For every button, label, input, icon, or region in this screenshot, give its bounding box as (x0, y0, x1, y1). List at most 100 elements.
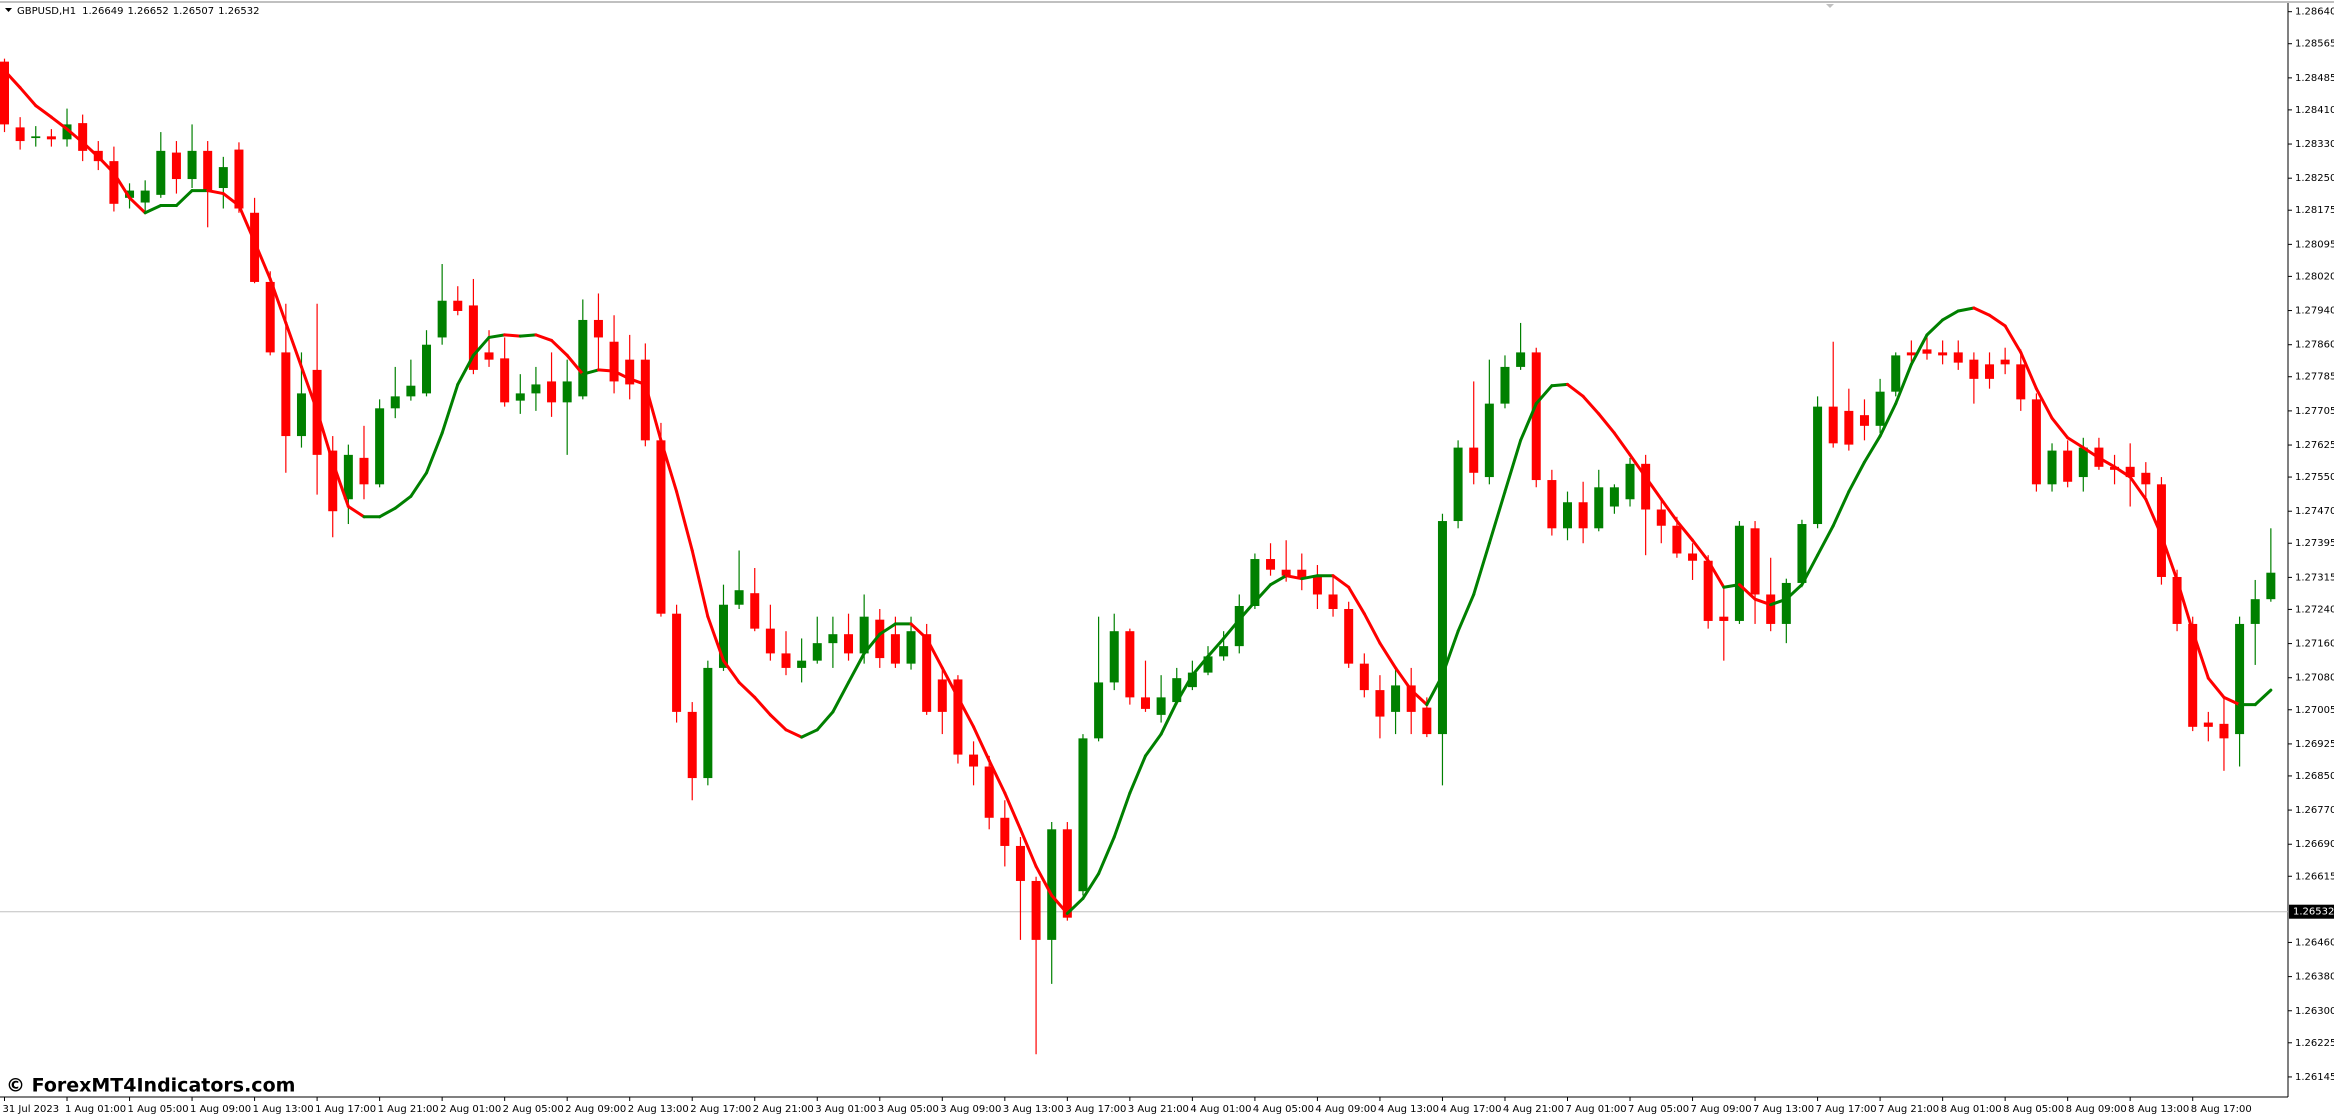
ma-segment (65, 127, 85, 144)
candle-body (296, 393, 306, 437)
candle-body (687, 711, 697, 779)
candle-body (1531, 352, 1541, 481)
x-tick-label: 2 Aug 21:00 (753, 1104, 814, 1115)
ma-segment (753, 695, 772, 717)
candle-body (406, 385, 416, 397)
candle-body (1547, 480, 1557, 529)
candle-body (2016, 364, 2026, 400)
candle-body (422, 344, 432, 394)
x-tick-label: 2 Aug 17:00 (690, 1104, 751, 1115)
candle-body (1750, 528, 1760, 595)
ma-segment (268, 277, 288, 325)
ma-segment (1128, 754, 1147, 795)
ma-segment (1503, 438, 1523, 494)
y-tick-label: 1.26380 (2295, 972, 2334, 983)
candle-body (828, 634, 838, 644)
ma-segment (1487, 490, 1507, 545)
ma-segment (925, 636, 944, 670)
candle-body (937, 679, 947, 712)
candle-body (1219, 646, 1229, 657)
candle-body (750, 593, 760, 629)
candle-body (156, 150, 166, 195)
ma-segment (456, 353, 475, 386)
x-tick-label: 1 Aug 09:00 (190, 1104, 251, 1115)
ma-segment (174, 189, 194, 208)
ma-segment (2175, 578, 2195, 633)
candle-body (1250, 559, 1260, 607)
y-tick-label: 1.28640 (2295, 7, 2334, 18)
candle-body (1906, 352, 1916, 356)
ma-segment (1769, 597, 1788, 607)
symbol-menu-arrow[interactable] (5, 8, 12, 12)
ma-segment (628, 377, 647, 386)
symbol-title: GBPUSD,H1 (17, 6, 76, 17)
candle-body (1406, 685, 1416, 712)
ma-segment (972, 725, 991, 763)
candle-body (1797, 524, 1807, 583)
candle-body (78, 123, 88, 151)
candle-body (46, 136, 56, 140)
candle-body (2172, 576, 2182, 624)
x-tick-label: 2 Aug 01:00 (440, 1104, 501, 1115)
x-tick-label: 1 Aug 13:00 (253, 1104, 314, 1115)
candle-body (1359, 663, 1369, 691)
ma-segment (1175, 673, 1194, 704)
ma-segment (96, 155, 116, 175)
ma-segment (1659, 497, 1679, 523)
ma-segment (1956, 306, 1976, 313)
candle-body (1375, 690, 1385, 717)
candle-body (1437, 521, 1447, 735)
ma-segment (1894, 362, 1913, 406)
candle-body (1859, 415, 1869, 426)
candle-body (1234, 606, 1244, 647)
header-value: 1.26652 (127, 6, 168, 17)
ma-segment (706, 615, 725, 663)
candle-body (359, 457, 369, 485)
ma-segment (409, 471, 429, 498)
candle-body (500, 358, 510, 403)
ma-segment (2003, 324, 2023, 354)
y-tick-label: 1.27005 (2295, 705, 2334, 716)
candle-body (2266, 572, 2276, 600)
candle-body (625, 359, 635, 385)
x-tick-label: 1 Aug 21:00 (378, 1104, 439, 1115)
ma-segment (1331, 574, 1351, 589)
y-tick-label: 1.27860 (2295, 340, 2334, 351)
x-tick-label: 7 Aug 13:00 (1753, 1104, 1814, 1115)
candle-body (375, 408, 385, 485)
candle-body (1578, 502, 1588, 529)
candle-body (1469, 447, 1479, 473)
ma-segment (909, 622, 929, 640)
candle-body (1172, 678, 1182, 703)
candle-body (2235, 623, 2245, 735)
y-tick-label: 1.27940 (2295, 306, 2334, 317)
ma-segment (2253, 688, 2273, 707)
ma-segment (1237, 600, 1257, 622)
ma-segment (2113, 465, 2132, 479)
y-tick-label: 1.27705 (2295, 406, 2334, 417)
candle-body (1844, 410, 1854, 445)
y-tick-label: 1.27470 (2295, 506, 2334, 517)
ma-segment (1612, 431, 1632, 457)
candle-body (2203, 722, 2213, 727)
ma-segment (378, 506, 397, 519)
ma-segment (112, 171, 132, 200)
current-price-box (2289, 904, 2334, 919)
y-tick-label: 1.26850 (2295, 771, 2334, 782)
y-tick-label: 1.27080 (2295, 673, 2334, 684)
chart-header: GBPUSD,H1 1.26649 1.26652 1.26507 1.26532 (17, 6, 260, 17)
x-tick-label: 7 Aug 17:00 (1816, 1104, 1877, 1115)
y-tick-label: 1.27550 (2295, 472, 2334, 483)
candle-body (1953, 352, 1963, 363)
candle-body (1078, 738, 1088, 892)
candle-body (2250, 599, 2260, 624)
ma-segment (284, 321, 303, 369)
x-tick-label: 8 Aug 17:00 (2191, 1104, 2252, 1115)
candle-body (2188, 623, 2198, 727)
ma-segment (1253, 583, 1273, 604)
candle-body (218, 167, 228, 189)
x-tick-label: 3 Aug 05:00 (878, 1104, 939, 1115)
candle-body (1187, 672, 1197, 688)
candle-body (1281, 569, 1291, 576)
candle-body (1813, 406, 1823, 525)
